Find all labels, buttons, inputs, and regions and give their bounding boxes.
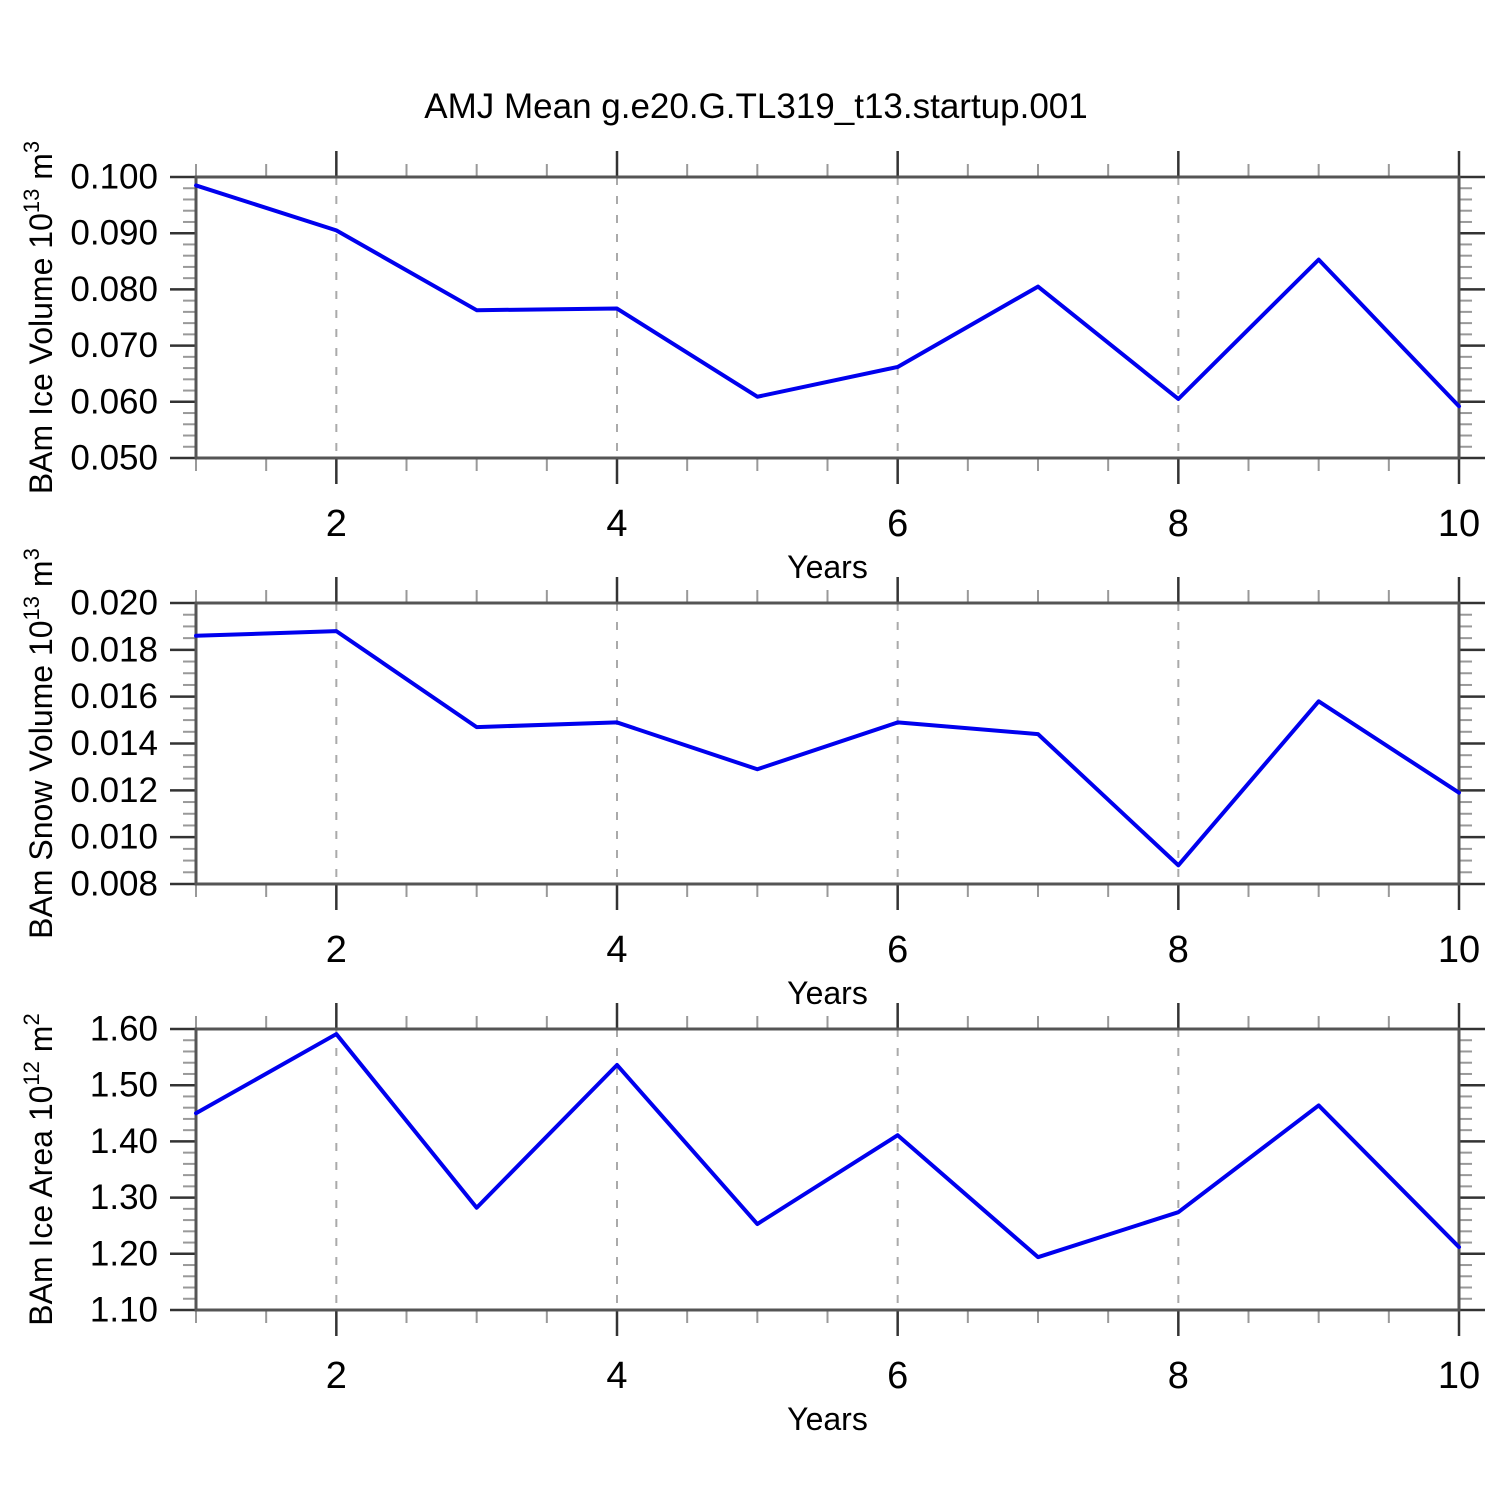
series-line-ice-volume xyxy=(194,183,1461,409)
panels-container: 0.050 0.060 0.070 0.080 0.090 0.100 2 4 6 8 10 Year… xyxy=(19,141,1485,1437)
panel-ice-volume: 0.050 0.060 0.070 0.080 0.090 0.100 2 4 6 8 10 Year… xyxy=(19,141,1485,585)
y-tick-label: 0.016 xyxy=(70,677,158,716)
x-tick-label: 4 xyxy=(606,929,627,971)
y-tick-label: 1.60 xyxy=(90,1010,158,1049)
y-tick-label: 1.20 xyxy=(90,1234,158,1273)
x-tick-label: 2 xyxy=(326,1355,347,1397)
plot-frame xyxy=(194,175,1461,460)
x-tick-label: 2 xyxy=(326,929,347,971)
y-tick-label: 0.018 xyxy=(70,630,158,669)
y-tick-label: 0.090 xyxy=(70,214,158,253)
series-line-snow-volume xyxy=(194,629,1461,868)
x-tick-label: 2 xyxy=(326,503,347,545)
x-tick-label: 4 xyxy=(606,503,627,545)
y-axis-label-sup: 2 xyxy=(19,1013,44,1025)
x-tick-label: 4 xyxy=(606,1355,627,1397)
y-tick-label: 0.012 xyxy=(70,771,158,810)
series-line-ice-area xyxy=(194,1032,1461,1260)
y-tick-label: 0.014 xyxy=(70,724,158,763)
y-axis-label: BAm Ice Area 1012 m2 xyxy=(19,1013,59,1325)
y-axis-label-sup: 3 xyxy=(19,548,44,560)
x-axis-label: Years xyxy=(787,975,868,1011)
y-tick-label: 1.40 xyxy=(90,1122,158,1161)
y-axis-label-sup: 3 xyxy=(19,141,44,153)
y-axis-label: BAm Snow Volume 1013 m3 xyxy=(19,548,59,939)
y-tick-label: 0.060 xyxy=(70,382,158,421)
y-tick-label: 0.050 xyxy=(70,439,158,478)
y-tick-label: 1.10 xyxy=(90,1291,158,1330)
y-tick-label: 0.100 xyxy=(70,158,158,197)
plot-frame xyxy=(194,601,1461,886)
plot-frame xyxy=(194,1027,1461,1312)
y-tick-label: 0.080 xyxy=(70,270,158,309)
x-tick-label: 10 xyxy=(1438,503,1480,545)
y-tick-label: 1.30 xyxy=(90,1178,158,1217)
x-tick-label: 6 xyxy=(887,929,908,971)
panel-ice-area: 1.10 1.20 1.30 1.40 1.50 1.60 2 4 6 8 10 Years BAm I… xyxy=(19,1003,1485,1437)
y-axis-label-sup: 13 xyxy=(19,596,44,620)
y-tick-label: 0.008 xyxy=(70,865,158,904)
y-tick-label: 1.50 xyxy=(90,1066,158,1105)
y-tick-label: 0.010 xyxy=(70,818,158,857)
x-tick-label: 8 xyxy=(1168,1355,1189,1397)
chart-title: AMJ Mean g.e20.G.TL319_t13.startup.001 xyxy=(424,87,1087,126)
x-tick-label: 6 xyxy=(887,503,908,545)
x-axis-label: Years xyxy=(787,549,868,585)
x-tick-label: 10 xyxy=(1438,1355,1480,1397)
y-tick-label: 0.070 xyxy=(70,326,158,365)
x-tick-label: 8 xyxy=(1168,929,1189,971)
y-tick-label: 0.020 xyxy=(70,584,158,623)
x-tick-label: 8 xyxy=(1168,503,1189,545)
panel-snow-volume: 0.008 0.010 0.012 0.014 0.016 0.018 0.020 2 4 6 8 1… xyxy=(19,548,1485,1011)
x-tick-label: 6 xyxy=(887,1355,908,1397)
y-axis-label-sup: 13 xyxy=(19,189,44,213)
x-axis-label: Years xyxy=(787,1401,868,1437)
y-axis-label: BAm Ice Volume 1013 m3 xyxy=(19,141,59,494)
y-axis-label-sup: 12 xyxy=(19,1061,44,1085)
x-tick-label: 10 xyxy=(1438,929,1480,971)
